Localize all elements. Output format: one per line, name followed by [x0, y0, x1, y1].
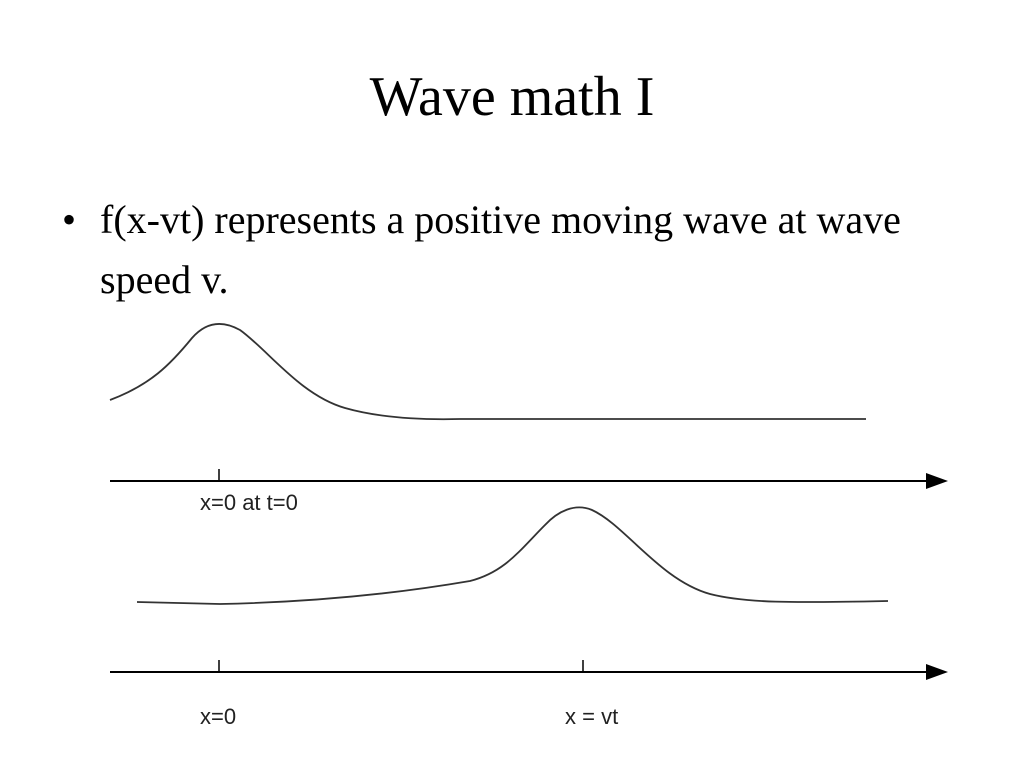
- wave-pulse-t: [136, 506, 889, 605]
- bullet-text: f(x-vt) represents a positive moving wav…: [100, 197, 901, 302]
- slide-title: Wave math I: [369, 66, 655, 128]
- top-axis-arrowhead: [926, 473, 948, 489]
- bottom-axis-arrowhead: [926, 664, 948, 680]
- bottom-axis-tick-label-origin: x=0: [200, 704, 236, 729]
- bottom-axis-tick-label-vt: x = vt: [565, 704, 618, 729]
- wave-pulse-t0: [109, 323, 866, 421]
- bullet-item: • f(x-vt) represents a positive moving w…: [62, 190, 962, 310]
- top-axis-tick-label: x=0 at t=0: [200, 490, 298, 515]
- bullet-glyph: •: [62, 197, 77, 242]
